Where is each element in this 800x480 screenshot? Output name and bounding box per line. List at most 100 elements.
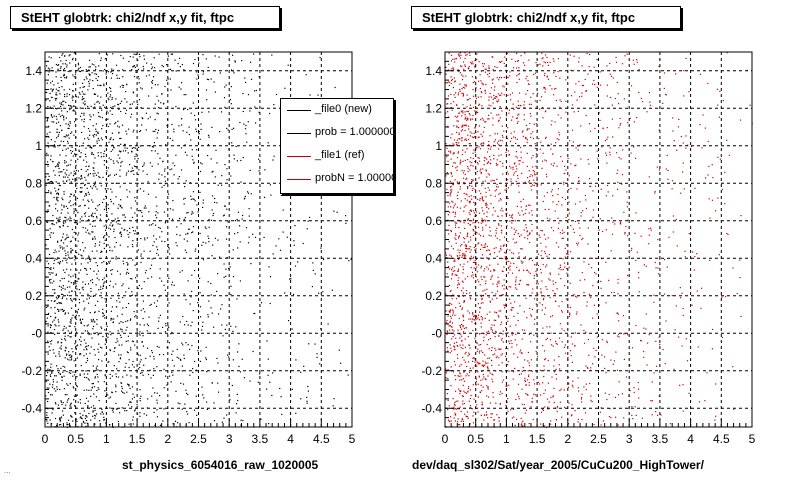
data-point — [46, 133, 48, 135]
data-point — [448, 224, 450, 227]
data-point — [76, 420, 78, 422]
data-point — [711, 164, 713, 166]
data-point — [520, 424, 522, 426]
data-point — [175, 242, 177, 244]
data-point — [538, 383, 541, 385]
data-point — [480, 343, 482, 346]
data-point — [497, 120, 500, 122]
data-point — [51, 67, 53, 69]
data-point — [71, 307, 73, 309]
data-point — [547, 144, 549, 146]
data-point — [83, 112, 85, 114]
data-point — [466, 106, 468, 108]
data-point — [68, 94, 71, 96]
data-point — [331, 289, 333, 291]
data-point — [660, 414, 662, 416]
data-point — [85, 258, 87, 260]
data-point — [485, 334, 487, 336]
data-point — [511, 227, 513, 229]
data-point — [142, 308, 144, 310]
data-point — [164, 241, 166, 243]
data-point — [92, 415, 94, 417]
data-point — [71, 106, 73, 108]
data-point — [72, 90, 74, 92]
data-point — [542, 299, 544, 301]
data-point — [486, 385, 488, 387]
data-point — [103, 282, 105, 284]
data-point — [115, 283, 117, 285]
data-point — [458, 55, 460, 57]
data-point — [286, 236, 288, 238]
data-point — [61, 110, 63, 112]
data-point — [81, 191, 83, 193]
data-point — [503, 279, 505, 281]
data-point — [122, 150, 125, 152]
data-point — [82, 86, 84, 88]
data-point — [478, 61, 480, 63]
data-point — [120, 204, 122, 207]
data-point — [69, 88, 71, 90]
data-point — [213, 420, 216, 422]
data-point — [101, 116, 103, 119]
data-point — [542, 382, 544, 384]
data-point — [66, 401, 68, 403]
data-point — [103, 155, 105, 157]
data-point — [284, 292, 286, 294]
data-point — [133, 396, 135, 398]
data-point — [506, 412, 508, 414]
data-point — [62, 180, 64, 182]
data-point — [143, 207, 145, 209]
data-point — [52, 214, 54, 217]
data-point — [117, 104, 120, 106]
data-point — [241, 358, 243, 360]
data-point — [169, 169, 171, 171]
data-point — [522, 420, 524, 422]
data-point — [97, 387, 99, 389]
data-point — [504, 56, 506, 58]
data-point — [533, 334, 535, 336]
data-point — [498, 280, 500, 282]
data-point — [79, 107, 81, 109]
data-point — [232, 249, 234, 251]
data-point — [465, 351, 467, 353]
data-point — [94, 238, 96, 240]
data-point — [187, 413, 189, 415]
data-point — [150, 332, 152, 334]
data-point — [681, 345, 683, 347]
data-point — [577, 242, 580, 244]
data-point — [178, 125, 180, 127]
data-point — [77, 170, 79, 172]
data-point — [462, 104, 464, 106]
data-point — [484, 180, 487, 182]
data-point — [74, 221, 76, 224]
data-point — [464, 173, 466, 176]
data-point — [92, 125, 94, 127]
data-point — [487, 367, 489, 369]
data-point — [118, 322, 120, 324]
data-point — [449, 329, 451, 331]
data-point — [507, 179, 509, 181]
y-tick-label: -0.4 — [21, 401, 42, 415]
data-point — [535, 165, 537, 167]
legend-entry-file0: _file0 (new) — [281, 99, 393, 121]
data-point — [488, 339, 490, 341]
data-point — [210, 78, 212, 80]
data-point — [450, 229, 452, 231]
data-point — [585, 90, 587, 92]
data-point — [657, 239, 659, 241]
data-point — [123, 144, 125, 146]
data-point — [126, 84, 128, 86]
data-point — [264, 169, 266, 171]
data-point — [56, 163, 59, 165]
data-point — [463, 177, 465, 179]
data-point — [146, 173, 148, 175]
data-point — [581, 393, 583, 395]
data-point — [181, 365, 183, 367]
data-point — [474, 65, 476, 67]
data-point — [501, 215, 503, 217]
data-point — [64, 339, 67, 341]
data-point — [74, 412, 76, 414]
data-point — [560, 310, 563, 312]
data-point — [63, 191, 65, 193]
data-point — [461, 65, 463, 67]
